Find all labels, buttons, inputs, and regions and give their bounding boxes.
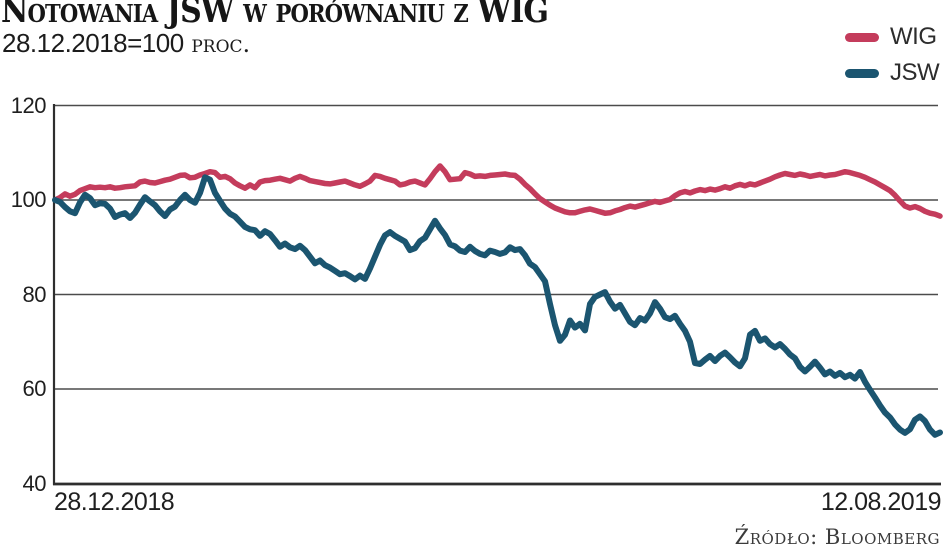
subtitle-base-value: 28.12.2018=100 [2, 28, 184, 58]
chart-subtitle: 28.12.2018=100 proc. [2, 28, 250, 59]
subtitle-unit: proc. [183, 30, 251, 58]
wig-line [52, 163, 943, 219]
legend-item-jsw: JSW [845, 59, 940, 86]
page-title: Notowania JSW w porównaniu z WIG [1, 0, 549, 31]
legend-label-wig: WIG [890, 23, 937, 50]
legend-label-jsw: JSW [890, 59, 940, 86]
y-axis-label-40: 40 [22, 470, 47, 496]
jsw-line-swatch-icon [845, 68, 879, 78]
x-axis-label-start: 28.12.2018 [54, 488, 175, 516]
legend-item-wig: WIG [845, 25, 939, 49]
legend: WIG JSW [845, 25, 940, 97]
source-note: Źródło: Bloomberg [734, 525, 940, 549]
y-axis-label-60: 60 [22, 376, 47, 401]
jsw-line [52, 174, 943, 438]
wig-line-swatch-icon [845, 32, 879, 42]
x-axis-label-end: 12.08.2019 [820, 488, 942, 516]
y-axis-label-100: 100 [10, 187, 47, 212]
y-axis-label-80: 80 [22, 281, 47, 307]
y-axis-label-120: 120 [10, 92, 47, 118]
